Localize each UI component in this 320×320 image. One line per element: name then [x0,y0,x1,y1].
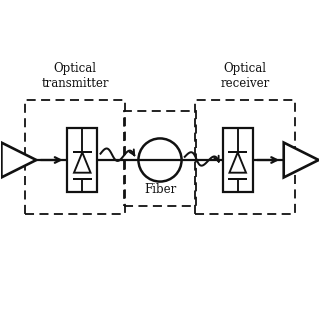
Text: Optical
receiver: Optical receiver [220,62,269,90]
Polygon shape [229,152,246,173]
Bar [25,100,125,214]
Bar [67,128,97,192]
Bar [223,128,253,192]
Polygon shape [284,142,319,178]
Text: Optical
transmitter: Optical transmitter [41,62,109,90]
Text: Fiber: Fiber [144,183,176,196]
Polygon shape [74,152,91,173]
Polygon shape [1,142,36,178]
Bar [195,100,295,214]
Bar [124,111,196,206]
